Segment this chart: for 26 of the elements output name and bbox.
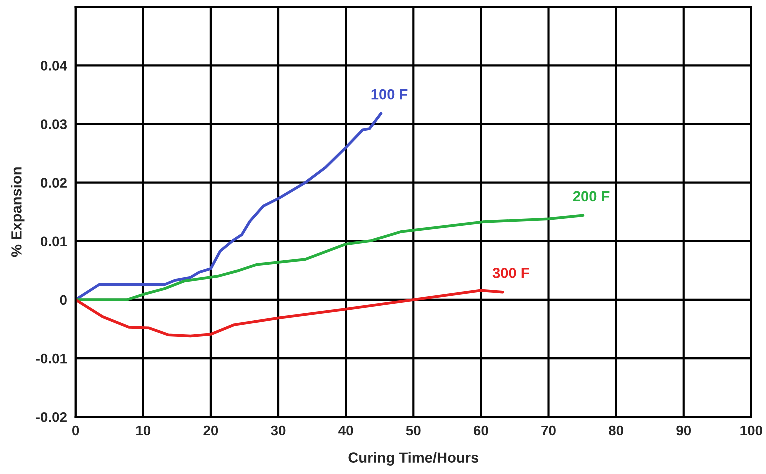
x-tick-label: 10	[136, 426, 151, 436]
x-tick-label: 80	[609, 426, 624, 436]
y-tick-label: 0.04	[41, 61, 68, 71]
line-series	[76, 289, 504, 338]
y-axis-title: % Expansion	[11, 168, 25, 258]
x-tick-label: 30	[271, 426, 286, 436]
y-tick-label: -0.02	[36, 412, 67, 422]
y-tick-label: 0.02	[41, 178, 67, 188]
line-series	[76, 214, 585, 302]
y-tick-label: 0.01	[41, 236, 68, 247]
x-axis-title: Curing Time/Hours	[348, 452, 479, 466]
x-tick-label: 50	[406, 426, 421, 436]
series-label: 200 F	[573, 191, 610, 202]
series-label: 300 F	[492, 268, 530, 278]
series-label: 100 F	[372, 89, 408, 100]
y-tick-label: 0.03	[41, 120, 67, 130]
x-tick-label: 20	[204, 426, 218, 436]
x-tick-label: 40	[338, 426, 354, 436]
x-tick-label: 90	[676, 426, 692, 436]
x-tick-label: 70	[542, 426, 556, 436]
x-tick-label: 60	[474, 426, 488, 436]
x-tick-label: 100	[740, 426, 762, 436]
y-tick-label: -0.01	[36, 354, 68, 364]
x-tick-label: 0	[72, 426, 80, 436]
y-tick-label: 0	[60, 295, 67, 306]
line-series	[76, 112, 383, 302]
